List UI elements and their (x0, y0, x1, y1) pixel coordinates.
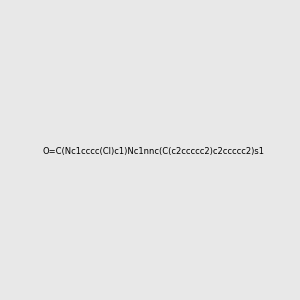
Text: O=C(Nc1cccc(Cl)c1)Nc1nnc(C(c2ccccc2)c2ccccc2)s1: O=C(Nc1cccc(Cl)c1)Nc1nnc(C(c2ccccc2)c2cc… (43, 147, 265, 156)
